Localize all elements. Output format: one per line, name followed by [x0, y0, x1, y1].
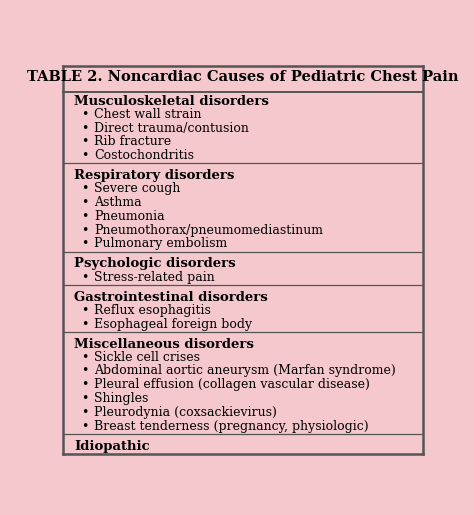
Text: •: • — [81, 420, 89, 433]
Text: Psychologic disorders: Psychologic disorders — [74, 258, 236, 270]
Text: Stress-related pain: Stress-related pain — [94, 270, 215, 284]
Text: Idiopathic: Idiopathic — [74, 440, 150, 453]
Text: •: • — [81, 135, 89, 148]
Text: Pleurodynia (coxsackievirus): Pleurodynia (coxsackievirus) — [94, 406, 277, 419]
Text: Shingles: Shingles — [94, 392, 148, 405]
Text: •: • — [81, 108, 89, 121]
Text: •: • — [81, 196, 89, 209]
Text: Respiratory disorders: Respiratory disorders — [74, 169, 234, 182]
Text: •: • — [81, 365, 89, 377]
Text: Sickle cell crises: Sickle cell crises — [94, 351, 200, 364]
Text: Rib fracture: Rib fracture — [94, 135, 171, 148]
Text: Chest wall strain: Chest wall strain — [94, 108, 201, 121]
Text: Pneumothorax/pneumomediastinum: Pneumothorax/pneumomediastinum — [94, 224, 323, 237]
Text: •: • — [81, 392, 89, 405]
Text: TABLE 2. Noncardiac Causes of Pediatric Chest Pain: TABLE 2. Noncardiac Causes of Pediatric … — [27, 70, 459, 83]
Text: Asthma: Asthma — [94, 196, 142, 209]
Text: •: • — [81, 406, 89, 419]
Text: Musculoskeletal disorders: Musculoskeletal disorders — [74, 95, 269, 108]
Text: Pneumonia: Pneumonia — [94, 210, 165, 223]
Text: •: • — [81, 378, 89, 391]
Text: Severe cough: Severe cough — [94, 182, 181, 195]
Text: Costochondritis: Costochondritis — [94, 149, 194, 162]
Text: Reflux esophagitis: Reflux esophagitis — [94, 304, 211, 317]
Text: •: • — [81, 351, 89, 364]
Text: •: • — [81, 304, 89, 317]
Text: Gastrointestinal disorders: Gastrointestinal disorders — [74, 290, 268, 304]
Text: Pleural effusion (collagen vascular disease): Pleural effusion (collagen vascular dise… — [94, 378, 370, 391]
Text: Breast tenderness (pregnancy, physiologic): Breast tenderness (pregnancy, physiologi… — [94, 420, 369, 433]
Text: •: • — [81, 224, 89, 237]
Text: •: • — [81, 182, 89, 195]
Text: •: • — [81, 237, 89, 250]
Text: •: • — [81, 210, 89, 223]
Text: •: • — [81, 318, 89, 331]
Text: Direct trauma/contusion: Direct trauma/contusion — [94, 122, 249, 134]
Text: Esophageal foreign body: Esophageal foreign body — [94, 318, 252, 331]
Text: •: • — [81, 149, 89, 162]
Text: Miscellaneous disorders: Miscellaneous disorders — [74, 337, 254, 351]
Text: Pulmonary embolism: Pulmonary embolism — [94, 237, 228, 250]
Text: •: • — [81, 122, 89, 134]
Text: Abdominal aortic aneurysm (Marfan syndrome): Abdominal aortic aneurysm (Marfan syndro… — [94, 365, 396, 377]
Text: •: • — [81, 270, 89, 284]
